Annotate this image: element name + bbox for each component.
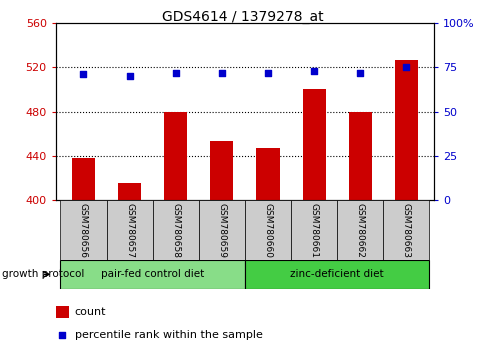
Point <box>171 70 179 76</box>
Bar <box>164 112 187 200</box>
Point <box>58 332 66 338</box>
Text: GSM780656: GSM780656 <box>79 202 88 258</box>
Bar <box>198 200 244 260</box>
Text: GDS4614 / 1379278_at: GDS4614 / 1379278_at <box>161 10 323 24</box>
Text: GSM780659: GSM780659 <box>217 202 226 258</box>
Bar <box>244 200 290 260</box>
Bar <box>244 260 428 289</box>
Text: count: count <box>75 307 106 317</box>
Text: GSM780658: GSM780658 <box>171 202 180 258</box>
Text: GSM780662: GSM780662 <box>355 202 364 258</box>
Text: percentile rank within the sample: percentile rank within the sample <box>75 330 262 340</box>
Bar <box>302 89 325 200</box>
Text: GSM780660: GSM780660 <box>263 202 272 258</box>
Bar <box>348 112 371 200</box>
Bar <box>60 260 244 289</box>
Text: GSM780661: GSM780661 <box>309 202 318 258</box>
Point <box>264 70 272 76</box>
Point <box>79 72 87 77</box>
Bar <box>394 59 417 200</box>
Bar <box>118 183 141 200</box>
Bar <box>210 141 233 200</box>
Point <box>310 68 318 74</box>
Bar <box>152 200 198 260</box>
Bar <box>382 200 428 260</box>
Text: growth protocol: growth protocol <box>2 269 85 279</box>
Point <box>356 70 363 76</box>
Bar <box>106 200 152 260</box>
Bar <box>60 200 106 260</box>
Bar <box>256 148 279 200</box>
Bar <box>290 200 336 260</box>
Point <box>402 64 409 70</box>
Text: pair-fed control diet: pair-fed control diet <box>101 269 204 279</box>
Text: GSM780663: GSM780663 <box>401 202 410 258</box>
Bar <box>336 200 382 260</box>
Text: GSM780657: GSM780657 <box>125 202 134 258</box>
Point <box>217 70 225 76</box>
Bar <box>56 306 69 319</box>
Point <box>125 73 133 79</box>
Bar <box>72 158 95 200</box>
Text: zinc-deficient diet: zinc-deficient diet <box>290 269 383 279</box>
